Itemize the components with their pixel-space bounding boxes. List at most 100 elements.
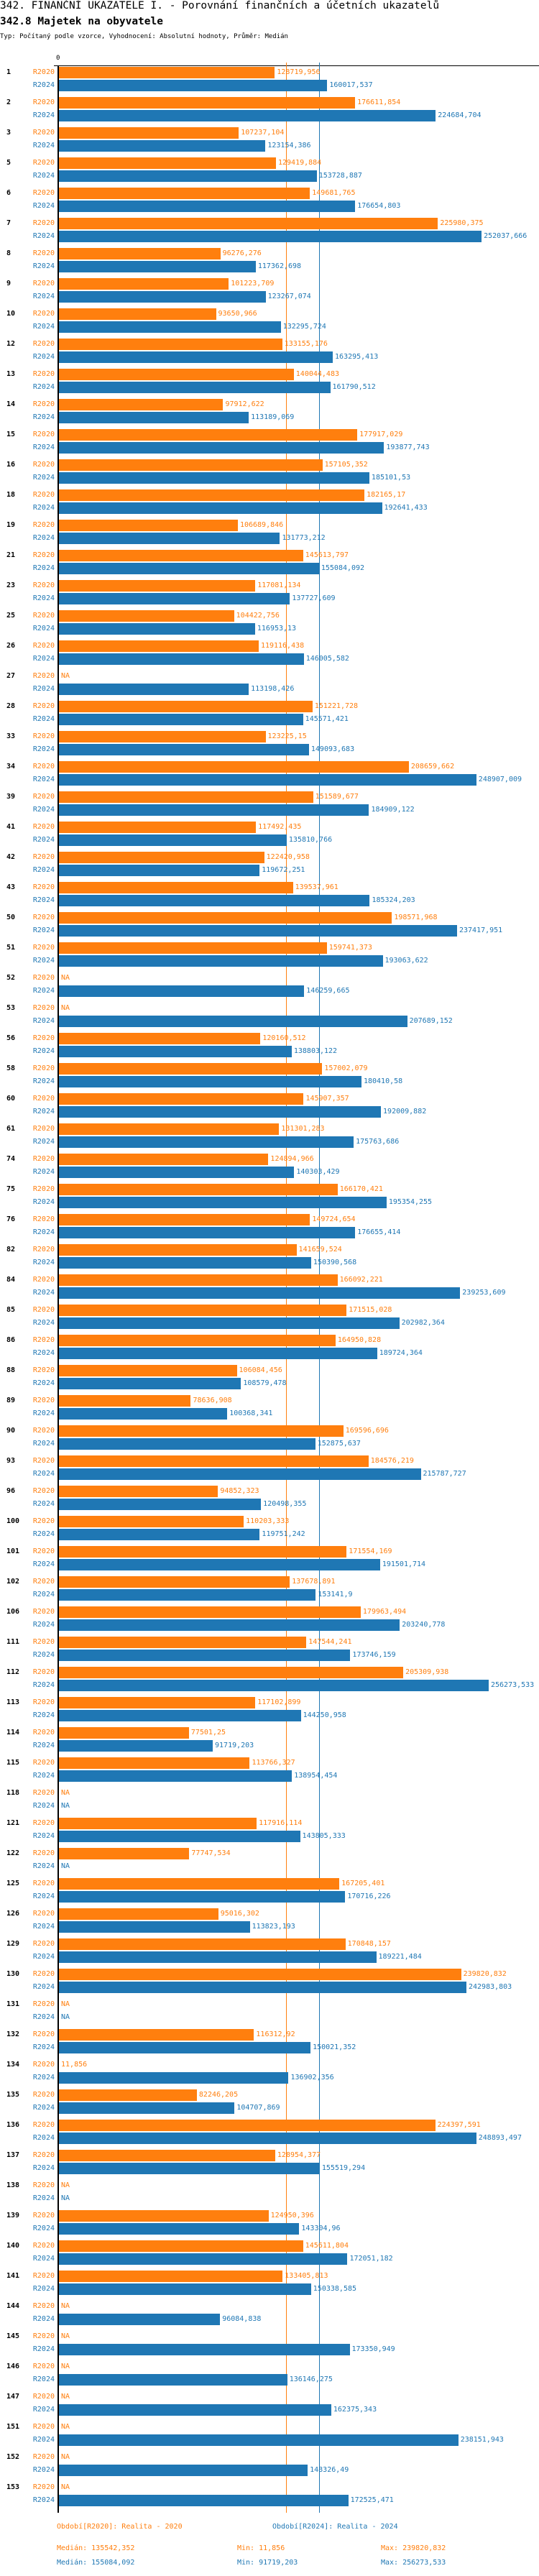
bar-r2020: [59, 1727, 189, 1739]
series-label-r2024: R2024: [32, 1077, 55, 1085]
value-label: 104422,756: [236, 612, 280, 620]
series-label-r2024: R2024: [32, 1862, 55, 1870]
value-label-na: NA: [61, 2194, 70, 2202]
series-label-r2020: R2020: [32, 1940, 55, 1948]
series-label-r2020: R2020: [32, 98, 55, 106]
bar-r2020: [59, 550, 303, 561]
series-label-r2020: R2020: [32, 2212, 55, 2220]
series-label-r2024: R2024: [32, 1923, 55, 1931]
value-label: 166092,221: [339, 1276, 383, 1284]
value-label: 173350,949: [351, 2345, 395, 2353]
value-label-na: NA: [61, 2181, 70, 2189]
value-label: 107237,104: [241, 129, 285, 137]
series-label-r2024: R2024: [32, 1681, 55, 1689]
value-label: 11,856: [61, 2061, 88, 2069]
row-number-label: 74: [6, 1155, 16, 1163]
series-label-r2024: R2024: [32, 1409, 55, 1417]
series-label-r2024: R2024: [32, 926, 55, 934]
series-label-r2020: R2020: [32, 2332, 55, 2340]
bar-r2020: [59, 369, 294, 380]
value-label: 144250,958: [303, 1711, 346, 1719]
value-label: 106084,456: [239, 1366, 282, 1374]
bar-r2024: [59, 2465, 308, 2476]
row-number-label: 115: [6, 1759, 20, 1767]
series-label-r2020: R2020: [32, 732, 55, 740]
row-number-label: 129: [6, 1940, 20, 1948]
series-label-r2020: R2020: [32, 1668, 55, 1676]
value-label: 145907,357: [305, 1095, 349, 1103]
value-label-na: NA: [61, 1802, 70, 1810]
bar-r2020: [59, 429, 358, 441]
bar-r2024: [59, 2163, 320, 2174]
row-number-label: 152: [6, 2453, 20, 2461]
bar-r2024: [59, 895, 370, 906]
series-label-r2024: R2024: [32, 2225, 55, 2232]
value-label: 147544,241: [308, 1638, 352, 1646]
series-label-r2020: R2020: [32, 1366, 55, 1374]
value-label: 136902,356: [290, 2074, 334, 2082]
bar-r2020: [59, 1908, 218, 1920]
row-number-label: 137: [6, 2151, 20, 2159]
value-label: 155519,294: [321, 2164, 366, 2172]
series-label-r2020: R2020: [32, 2030, 55, 2038]
row-number-label: 51: [6, 944, 16, 952]
series-label-r2024: R2024: [32, 2436, 55, 2444]
value-label: 95016,302: [220, 1910, 259, 1918]
bar-r2024: [59, 412, 249, 423]
series-label-r2020: R2020: [32, 2151, 55, 2159]
row-number-label: 2: [6, 98, 11, 106]
value-label-na: NA: [61, 672, 70, 680]
series-label-r2020: R2020: [32, 521, 55, 529]
value-label: 119751,242: [262, 1530, 305, 1538]
bar-r2020: [59, 2210, 269, 2222]
value-label: 129419,884: [277, 159, 322, 167]
row-number-label: 135: [6, 2091, 20, 2099]
bar-r2020: [59, 67, 275, 78]
series-label-r2020: R2020: [32, 2061, 55, 2069]
row-number-label: 153: [6, 2483, 20, 2491]
row-number-label: 76: [6, 1215, 16, 1223]
series-label-r2024: R2024: [32, 1108, 55, 1116]
value-label: 101223,709: [231, 280, 275, 288]
row-number-label: 27: [6, 672, 16, 680]
series-label-r2024: R2024: [32, 625, 55, 632]
value-label-na: NA: [61, 2302, 70, 2310]
series-label-r2020: R2020: [32, 1517, 55, 1525]
value-label-na: NA: [61, 2332, 70, 2340]
series-label-r2024: R2024: [32, 353, 55, 361]
bar-r2020: [59, 1154, 269, 1165]
bar-r2020: [59, 1757, 250, 1769]
bar-r2020: [59, 339, 282, 350]
series-label-r2024: R2024: [32, 1138, 55, 1146]
series-label-r2020: R2020: [32, 1064, 55, 1072]
bar-r2024: [59, 1257, 311, 1269]
series-label-r2024: R2024: [32, 142, 55, 150]
bar-r2024: [59, 1499, 262, 1510]
bar-r2020: [59, 791, 313, 803]
value-label: 145571,421: [305, 715, 349, 723]
series-label-r2024: R2024: [32, 2466, 55, 2474]
row-number-label: 126: [6, 1910, 20, 1918]
bar-r2020: [59, 1365, 237, 1376]
bar-r2020: [59, 1425, 344, 1437]
value-label: 242983,803: [468, 1983, 512, 1991]
value-label: 170716,226: [347, 1892, 391, 1900]
series-label-r2024: R2024: [32, 1621, 55, 1629]
bar-r2020: [59, 761, 409, 773]
value-label: 100368,341: [229, 1409, 273, 1417]
row-number-label: 85: [6, 1306, 16, 1314]
series-label-r2020: R2020: [32, 219, 55, 227]
bar-r2020: [59, 1335, 336, 1346]
row-number-label: 139: [6, 2212, 20, 2220]
value-label: 108579,478: [243, 1379, 287, 1387]
bar-r2024: [59, 1710, 301, 1721]
series-label-r2020: R2020: [32, 702, 55, 710]
row-number-label: 58: [6, 1064, 16, 1072]
row-number-label: 15: [6, 431, 16, 438]
value-label: 198571,968: [394, 914, 438, 921]
row-number-label: 10: [6, 310, 16, 318]
series-label-r2020: R2020: [32, 129, 55, 137]
value-label: 124894,966: [270, 1155, 314, 1163]
row-number-label: 26: [6, 642, 16, 650]
bar-r2020: [59, 2240, 303, 2252]
